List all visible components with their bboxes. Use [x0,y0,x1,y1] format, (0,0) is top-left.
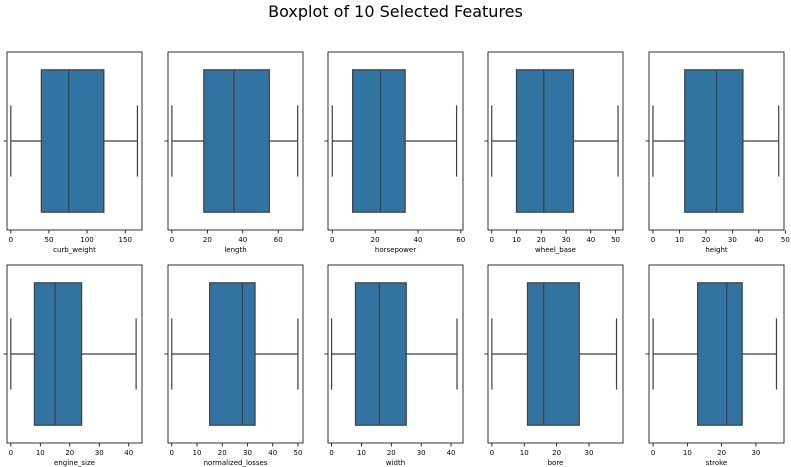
subplot-stroke: 0 10 20 30 stroke [645,264,785,467]
x-tick-label: 40 [268,449,277,457]
x-tick-label: 40 [586,236,595,244]
subplot-length: 0 20 40 60 length [164,51,304,254]
box-iqr [352,69,406,213]
box-iqr [209,282,256,426]
x-axis-label: stroke [706,459,728,467]
x-tick-label: 50 [44,236,53,244]
figure-title: Boxplot of 10 Selected Features [268,2,523,21]
x-tick-label: 20 [717,449,726,457]
x-axis-label: normalized_losses [204,459,268,467]
x-tick-label: 40 [447,449,456,457]
x-tick-label: 0 [651,449,655,457]
x-tick-label: 0 [489,236,493,244]
x-tick-label: 10 [683,449,692,457]
box-iqr [697,282,743,426]
subplot-height: 0 10 20 30 40 50 height [645,51,790,254]
x-tick-label: 20 [387,449,396,457]
x-tick-label: 40 [754,236,763,244]
box-iqr [684,69,744,213]
x-tick-label: 20 [552,449,561,457]
x-tick-label: 10 [36,449,45,457]
x-tick-label: 0 [9,449,13,457]
x-tick-label: 40 [124,449,133,457]
x-tick-label: 30 [417,449,426,457]
subplot-engine_size: 0 10 20 30 40 engine_size [3,264,143,467]
x-tick-label: 20 [65,449,74,457]
x-tick-label: 30 [95,449,104,457]
subplot-curb_weight: 0 50 100 150 curb_weight [3,51,143,254]
x-tick-label: 10 [520,449,529,457]
box-iqr [203,69,270,213]
x-axis-label: width [386,459,405,467]
x-tick-label: 20 [203,236,212,244]
x-tick-label: 30 [585,449,594,457]
x-tick-label: 20 [537,236,546,244]
x-tick-label: 10 [512,236,521,244]
x-tick-label: 30 [751,449,760,457]
subplot-normalized_losses: 0 10 20 30 40 50 normalized_losses [164,264,304,467]
x-tick-label: 20 [701,236,710,244]
x-tick-label: 60 [456,236,465,244]
x-axis-label: wheel_base [535,246,576,254]
x-tick-label: 0 [170,236,174,244]
x-tick-label: 0 [651,236,655,244]
x-tick-label: 60 [274,236,283,244]
x-tick-label: 100 [80,236,93,244]
x-axis-label: horsepower [375,246,416,254]
x-tick-label: 20 [371,236,380,244]
subplot-wheel_base: 0 10 20 30 40 50 wheel_base [484,51,624,254]
subplot-horsepower: 0 20 40 60 horsepower [324,51,465,254]
x-axis-label: curb_weight [53,246,96,254]
x-tick-label: 0 [9,236,13,244]
x-tick-label: 50 [611,236,620,244]
x-tick-label: 0 [170,449,174,457]
x-tick-label: 150 [119,236,132,244]
x-tick-label: 40 [414,236,423,244]
x-tick-label: 30 [728,236,737,244]
x-axis-label: height [705,246,728,254]
box-iqr [33,282,83,426]
x-tick-label: 10 [193,449,202,457]
x-tick-label: 30 [243,449,252,457]
x-axis-label: engine_size [54,459,95,467]
x-tick-label: 10 [357,449,366,457]
x-tick-label: 30 [562,236,571,244]
x-tick-label: 0 [490,449,494,457]
x-tick-label: 10 [675,236,684,244]
x-tick-label: 0 [330,236,334,244]
x-tick-label: 0 [329,449,333,457]
box-iqr [40,69,105,213]
x-tick-label: 20 [218,449,227,457]
x-tick-label: 50 [781,236,790,244]
x-tick-label: 40 [238,236,247,244]
x-axis-label: length [224,246,246,254]
subplot-bore: 0 10 20 30 bore [484,264,624,467]
subplot-width: 0 10 20 30 40 width [324,264,464,467]
box-iqr [515,69,575,213]
x-tick-label: 50 [293,449,302,457]
x-axis-label: bore [548,459,564,467]
box-iqr [354,282,407,426]
box-iqr [526,282,580,426]
